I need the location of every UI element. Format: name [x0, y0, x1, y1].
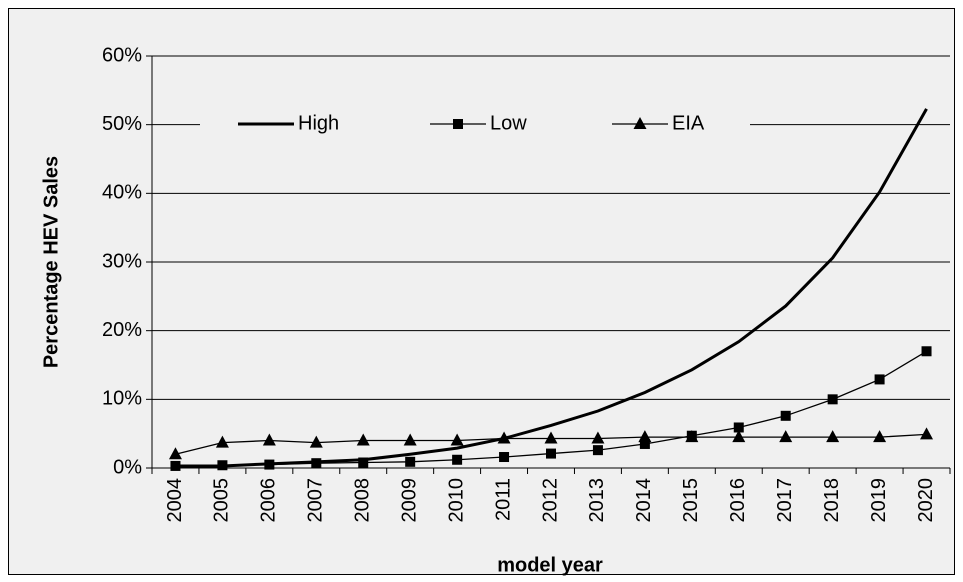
- marker: [450, 433, 464, 446]
- y-tick-label: 20%: [102, 319, 142, 341]
- x-tick-label: 2016: [727, 478, 749, 523]
- marker: [826, 430, 840, 443]
- marker: [217, 460, 228, 471]
- x-tick-label: 2017: [774, 478, 796, 523]
- x-tick-label: 2007: [305, 478, 327, 523]
- y-tick-label: 40%: [102, 182, 142, 204]
- marker: [920, 427, 934, 440]
- y-tick-label: 30%: [102, 250, 142, 272]
- legend-marker: [633, 117, 647, 129]
- marker: [592, 445, 603, 456]
- marker: [311, 458, 322, 469]
- x-tick-label: 2005: [211, 478, 233, 523]
- marker: [921, 346, 932, 357]
- marker: [546, 448, 556, 459]
- marker: [356, 433, 370, 446]
- marker: [264, 459, 275, 470]
- marker: [639, 438, 650, 449]
- x-tick-label: 2020: [915, 478, 937, 523]
- marker: [168, 447, 182, 460]
- marker: [405, 456, 416, 467]
- marker: [591, 431, 605, 444]
- y-tick-label: 0%: [113, 456, 142, 478]
- marker: [873, 430, 887, 443]
- x-tick-label: 2009: [398, 478, 420, 523]
- x-tick-label: 2014: [633, 478, 655, 523]
- marker: [215, 435, 229, 448]
- legend-marker: [453, 119, 463, 129]
- y-tick-label: 10%: [102, 388, 142, 410]
- y-axis-title: Percentage HEV Sales: [40, 156, 62, 368]
- marker: [732, 430, 746, 443]
- x-tick-label: 2004: [164, 478, 186, 523]
- x-tick-label: 2013: [586, 478, 608, 523]
- marker: [779, 430, 793, 443]
- legend-label: EIA: [672, 112, 705, 134]
- marker: [170, 460, 181, 471]
- chart-frame: [8, 8, 955, 575]
- x-tick-label: 2011: [492, 478, 514, 521]
- legend-label: High: [298, 112, 339, 134]
- x-tick-label: 2010: [445, 478, 467, 523]
- x-tick-label: 2006: [258, 478, 280, 523]
- marker: [262, 433, 276, 446]
- x-tick-label: 2018: [821, 478, 843, 523]
- marker: [403, 433, 417, 446]
- marker: [780, 410, 791, 421]
- series-line: [175, 108, 928, 468]
- x-tick-label: 2019: [868, 478, 890, 523]
- x-axis-title: model year: [497, 554, 603, 576]
- marker: [452, 454, 463, 465]
- x-tick-label: 2012: [539, 478, 561, 523]
- marker: [733, 422, 744, 433]
- y-tick-label: 50%: [102, 113, 142, 135]
- y-tick-label: 60%: [102, 44, 142, 66]
- marker: [685, 430, 699, 443]
- x-tick-label: 2008: [352, 478, 374, 523]
- marker: [638, 430, 652, 443]
- marker: [358, 457, 369, 468]
- x-tick-label: 2015: [680, 478, 702, 523]
- legend-label: Low: [490, 112, 527, 134]
- marker: [827, 394, 838, 405]
- marker: [309, 435, 323, 448]
- marker: [499, 452, 510, 463]
- marker: [874, 374, 885, 385]
- marker: [544, 431, 558, 444]
- marker: [497, 431, 511, 444]
